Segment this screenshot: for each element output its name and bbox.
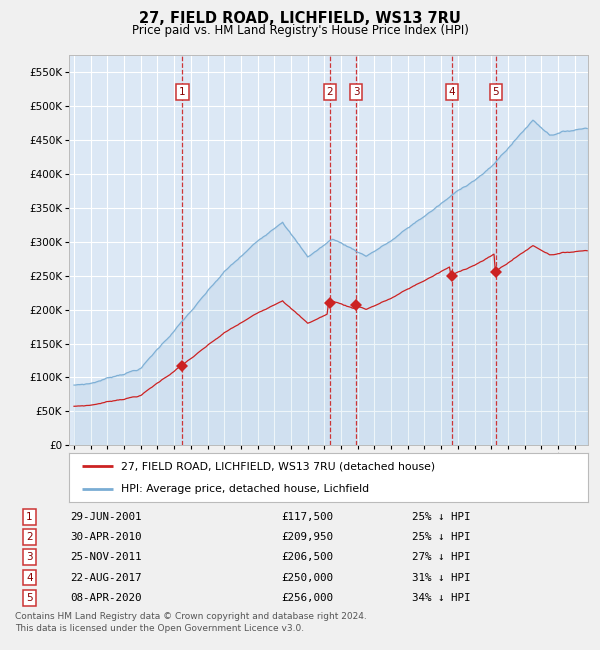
Text: Price paid vs. HM Land Registry's House Price Index (HPI): Price paid vs. HM Land Registry's House … — [131, 24, 469, 37]
Text: 30-APR-2010: 30-APR-2010 — [70, 532, 142, 542]
Text: HPI: Average price, detached house, Lichfield: HPI: Average price, detached house, Lich… — [121, 484, 369, 493]
Text: 1: 1 — [26, 512, 33, 522]
Text: 2: 2 — [326, 87, 333, 98]
Text: £206,500: £206,500 — [281, 552, 334, 562]
Text: 27, FIELD ROAD, LICHFIELD, WS13 7RU (detached house): 27, FIELD ROAD, LICHFIELD, WS13 7RU (det… — [121, 462, 435, 471]
Text: This data is licensed under the Open Government Licence v3.0.: This data is licensed under the Open Gov… — [15, 624, 304, 633]
Text: £250,000: £250,000 — [281, 573, 334, 582]
Text: 25% ↓ HPI: 25% ↓ HPI — [412, 512, 470, 522]
Text: 22-AUG-2017: 22-AUG-2017 — [70, 573, 142, 582]
Text: 31% ↓ HPI: 31% ↓ HPI — [412, 573, 470, 582]
Text: 5: 5 — [493, 87, 499, 98]
Text: 27, FIELD ROAD, LICHFIELD, WS13 7RU: 27, FIELD ROAD, LICHFIELD, WS13 7RU — [139, 11, 461, 26]
Text: 27% ↓ HPI: 27% ↓ HPI — [412, 552, 470, 562]
Text: 4: 4 — [449, 87, 455, 98]
Text: 34% ↓ HPI: 34% ↓ HPI — [412, 593, 470, 603]
Text: 3: 3 — [353, 87, 359, 98]
Text: 25-NOV-2011: 25-NOV-2011 — [70, 552, 142, 562]
Text: £117,500: £117,500 — [281, 512, 334, 522]
Text: 3: 3 — [26, 552, 33, 562]
Text: 2: 2 — [26, 532, 33, 542]
Text: £209,950: £209,950 — [281, 532, 334, 542]
Text: 08-APR-2020: 08-APR-2020 — [70, 593, 142, 603]
Text: Contains HM Land Registry data © Crown copyright and database right 2024.: Contains HM Land Registry data © Crown c… — [15, 612, 367, 621]
Text: £256,000: £256,000 — [281, 593, 334, 603]
Text: 1: 1 — [179, 87, 186, 98]
Text: 5: 5 — [26, 593, 33, 603]
Text: 25% ↓ HPI: 25% ↓ HPI — [412, 532, 470, 542]
Text: 4: 4 — [26, 573, 33, 582]
Text: 29-JUN-2001: 29-JUN-2001 — [70, 512, 142, 522]
